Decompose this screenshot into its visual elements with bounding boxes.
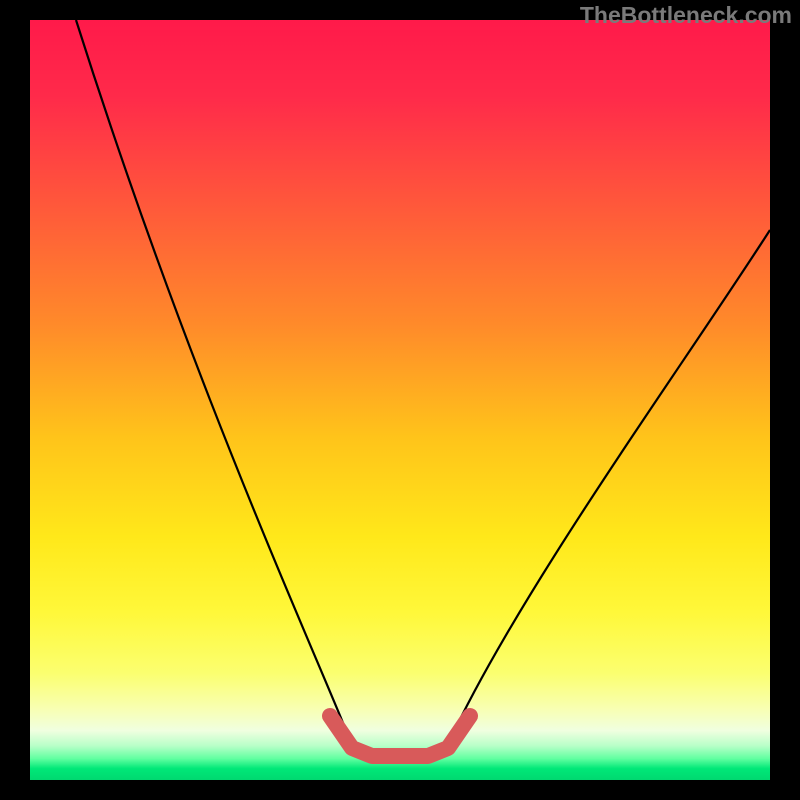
watermark-text: TheBottleneck.com (580, 2, 792, 29)
plot-area (30, 20, 770, 780)
chart-svg (0, 0, 800, 800)
